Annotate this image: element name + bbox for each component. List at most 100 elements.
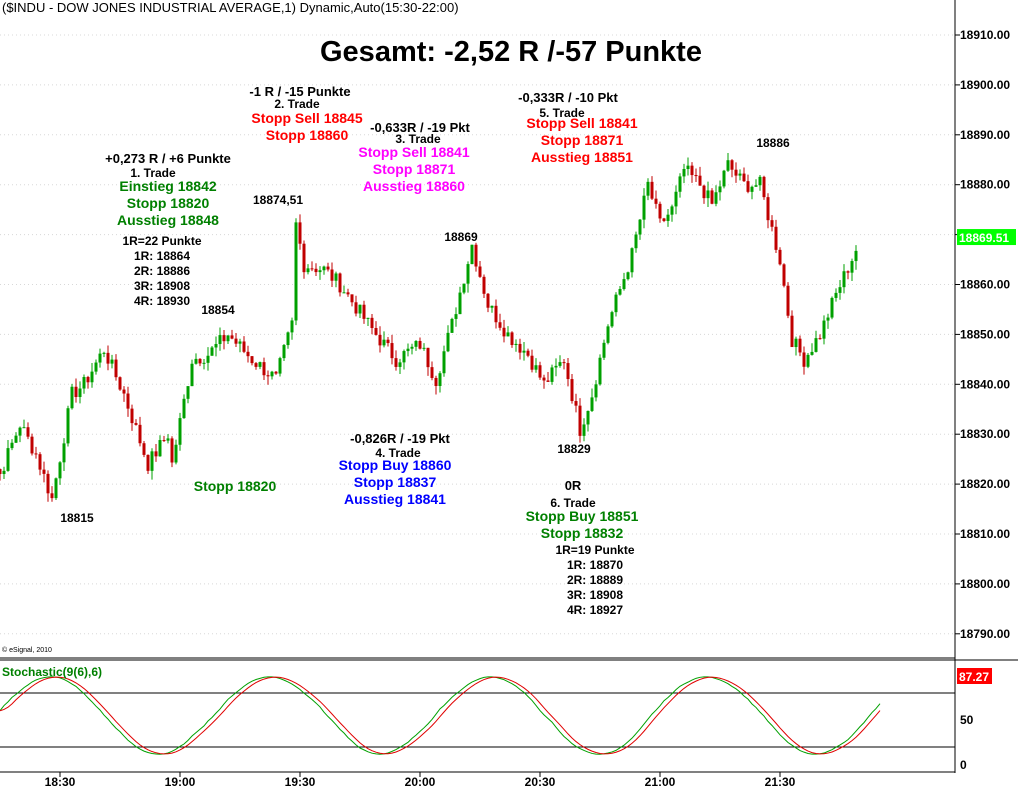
- y-tick-label: 18830.00: [960, 427, 1010, 441]
- trade4-orders-line: Ausstieg 18841: [344, 491, 446, 507]
- trade4-orders-line: Stopp 18837: [354, 474, 437, 490]
- candle-body: [838, 287, 842, 293]
- candle-body: [94, 362, 98, 372]
- candle-body: [726, 160, 730, 171]
- candle-body: [798, 338, 802, 353]
- candle-body: [742, 173, 746, 182]
- trade4-name: 4. Trade: [375, 446, 421, 460]
- candle-body: [358, 304, 362, 314]
- candle-body: [286, 332, 290, 346]
- y-tick-label: 18800.00: [960, 577, 1010, 591]
- price-axis: 18910.0018900.0018890.0018880.0018870.00…: [955, 28, 1016, 641]
- trade4-name-line: 4. Trade: [375, 446, 421, 460]
- candle-body: [754, 185, 758, 187]
- candle-body: [734, 169, 738, 176]
- candle-body: [574, 401, 578, 406]
- candle-body: [50, 493, 54, 499]
- candle-body: [690, 165, 694, 176]
- candle-body: [290, 320, 294, 333]
- candle-body: [22, 427, 26, 429]
- low-18815: 18815: [60, 511, 94, 525]
- trade5-result-line: -0,333R / -10 Pkt: [518, 90, 618, 105]
- candle-body: [694, 175, 698, 177]
- candle-body: [154, 451, 158, 457]
- candle-body: [706, 190, 710, 199]
- candle-body: [134, 423, 138, 425]
- last-price-label: 18869.51: [959, 231, 1009, 245]
- candle-body: [66, 408, 70, 444]
- candle-body: [322, 266, 326, 271]
- candle-body: [58, 462, 62, 479]
- candle-body: [714, 192, 718, 204]
- trade1-orders: Einstieg 18842 Stopp 18820 Ausstieg 18848: [117, 178, 219, 228]
- trade3-result-line: -0,633R / -19 Pkt: [370, 120, 470, 135]
- candle-body: [42, 469, 46, 474]
- x-tick-label: 20:30: [525, 775, 556, 789]
- candle-body: [10, 442, 14, 449]
- y-tick-label: 18910.00: [960, 28, 1010, 42]
- trade2-orders-line: Stopp 18860: [266, 127, 349, 143]
- candle-body: [582, 424, 586, 436]
- candle-body: [370, 317, 374, 329]
- candle-body: [622, 279, 626, 290]
- candle-body: [98, 353, 102, 363]
- candle-body: [658, 203, 662, 219]
- candle-body: [662, 218, 666, 221]
- trade4-result-line: -0,826R / -19 Pkt: [350, 431, 450, 446]
- last-price-badge: [957, 229, 1016, 246]
- candle-body: [494, 305, 498, 323]
- candle-body: [634, 234, 638, 249]
- candle-body: [510, 332, 514, 345]
- stoch-k-line: [0, 676, 881, 755]
- candle-body: [30, 436, 34, 454]
- candle-body: [462, 283, 466, 293]
- time-axis: 18:30 19:00 19:30 20:00 20:30 21:00 21:30: [45, 772, 796, 789]
- trade1-targets-line: 4R: 18930: [134, 294, 190, 308]
- candle-body: [334, 273, 338, 281]
- candle-body: [562, 362, 566, 364]
- candle-body: [486, 293, 490, 308]
- candle-body: [654, 198, 658, 204]
- candle-body: [326, 266, 330, 270]
- candle-body: [626, 272, 630, 280]
- candle-body: [350, 294, 354, 303]
- candle-body: [738, 173, 742, 176]
- y-tick-label: 18890.00: [960, 128, 1010, 142]
- candle-body: [258, 362, 262, 367]
- candle-body: [102, 352, 106, 354]
- candle-body: [466, 264, 470, 284]
- candle-body: [830, 297, 834, 318]
- candle-body: [222, 335, 226, 342]
- candle-body: [374, 328, 378, 335]
- high-18886: 18886: [756, 136, 790, 150]
- candle-body: [230, 335, 234, 339]
- candle-body: [198, 358, 202, 364]
- candle-body: [566, 363, 570, 380]
- candle-body: [670, 206, 674, 215]
- y-tick-label: 18880.00: [960, 178, 1010, 192]
- candle-body: [730, 160, 734, 170]
- candle-body: [850, 261, 854, 273]
- candle-body: [846, 271, 850, 273]
- candle-body: [454, 314, 458, 319]
- candle-body: [790, 315, 794, 348]
- candle-body: [346, 292, 350, 295]
- candle-body: [142, 443, 146, 455]
- y-tick-label: 18840.00: [960, 377, 1010, 391]
- candle-body: [518, 343, 522, 353]
- trade5-orders-line: Stopp Sell 18841: [526, 115, 637, 131]
- candle-body: [202, 362, 206, 364]
- candle-body: [430, 367, 434, 378]
- candle-body: [570, 379, 574, 402]
- candle-body: [550, 367, 554, 382]
- candle-body: [586, 410, 590, 425]
- trade1-targets-line: 1R: 18864: [134, 249, 190, 263]
- trade3-orders: Stopp Sell 18841 Stopp 18871 Ausstieg 1886…: [358, 144, 469, 194]
- candle-body: [502, 327, 506, 337]
- candle-body: [646, 181, 650, 196]
- candle-body: [434, 377, 438, 386]
- candle-body: [650, 181, 654, 199]
- high-18869-line: 18869: [444, 230, 478, 244]
- stochastic-title: Stochastic(9(6),6): [2, 665, 102, 679]
- candle-body: [338, 273, 342, 293]
